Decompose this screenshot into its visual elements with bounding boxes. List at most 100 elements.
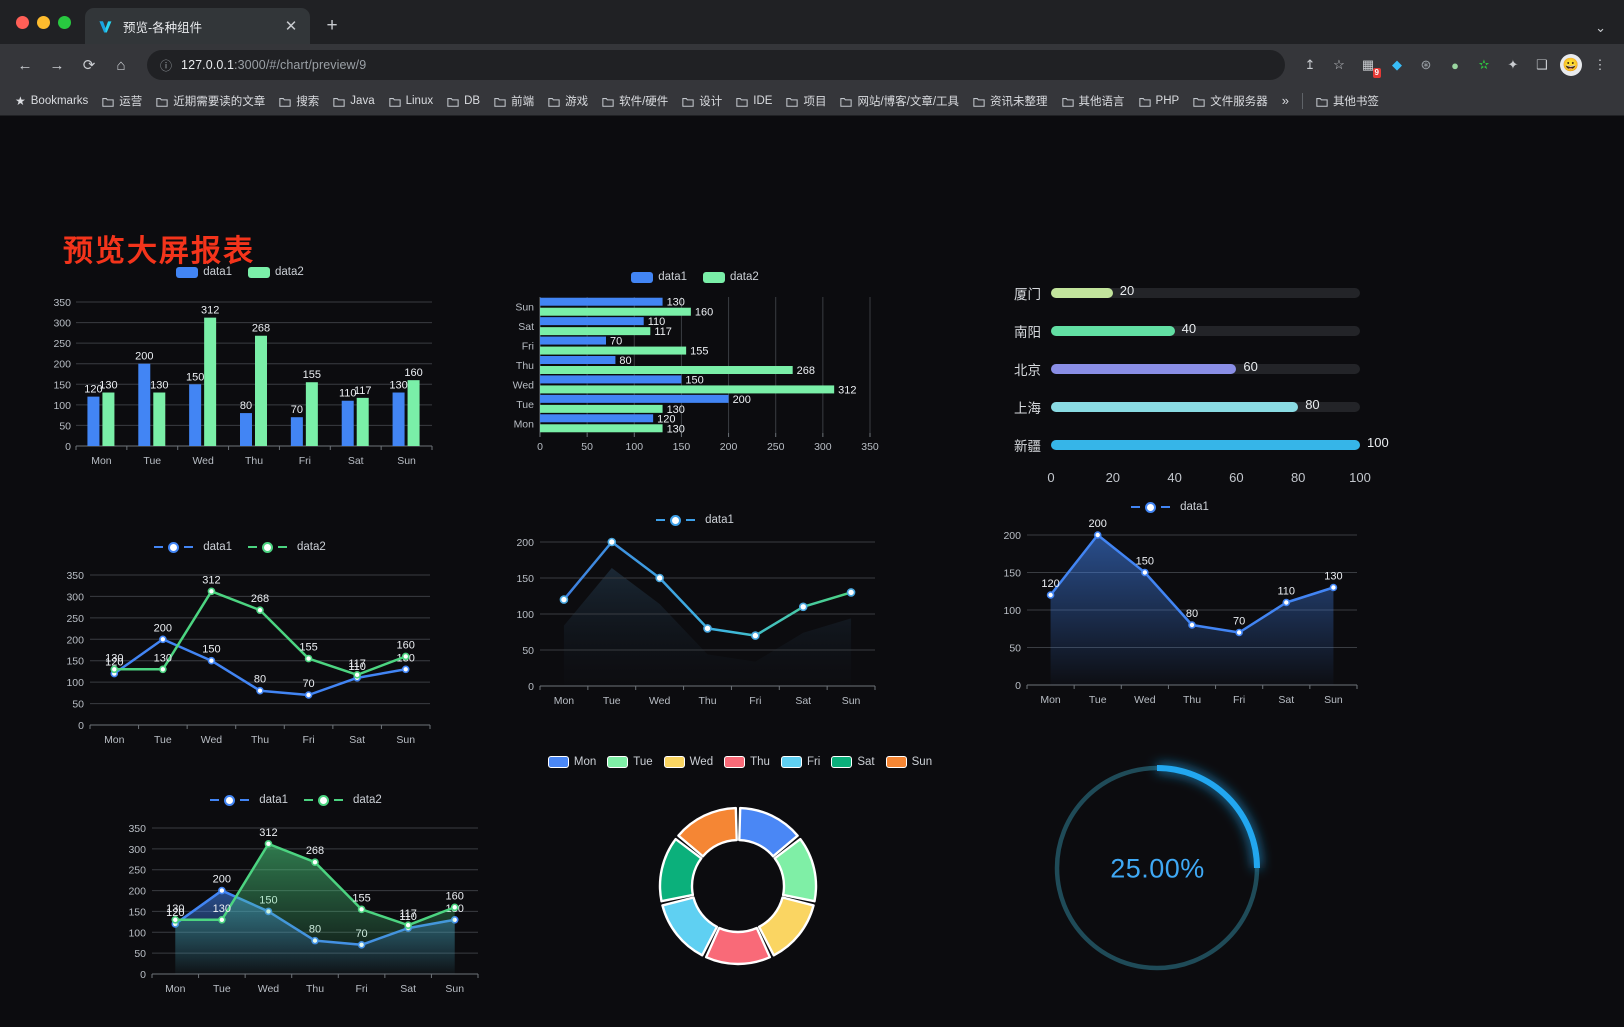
legend-item-tue[interactable]: Tue	[607, 756, 653, 768]
bookmark-folder[interactable]: 搜索	[273, 90, 325, 112]
window-maximize-button[interactable]	[58, 15, 71, 29]
circle-icon[interactable]: ●	[1451, 57, 1459, 73]
puzzle-icon[interactable]: ✦	[1507, 57, 1519, 72]
svg-text:Wed: Wed	[192, 455, 214, 467]
progress-track[interactable]: 100	[1051, 435, 1389, 450]
svg-text:70: 70	[1233, 616, 1245, 628]
home-button[interactable]: ⌂	[116, 56, 126, 74]
progress-fill	[1051, 364, 1237, 374]
bookmark-folder[interactable]: 其他语言	[1056, 90, 1131, 112]
svg-text:117: 117	[399, 908, 417, 920]
svg-text:Wed: Wed	[513, 379, 535, 391]
share-icon[interactable]: ↥	[1304, 57, 1316, 72]
progress-value: 20	[1119, 283, 1135, 298]
tab-title: 预览-各种组件	[123, 20, 203, 35]
donut-plot	[658, 806, 818, 966]
legend-item-data1[interactable]: data1	[1131, 501, 1209, 513]
legend-item-data2[interactable]: data2	[304, 794, 382, 806]
progress-row-list: 厦门 20 南阳 40 北京 60 上海 80 新疆 100	[995, 274, 1389, 464]
svg-text:350: 350	[66, 570, 84, 582]
progress-track[interactable]: 80	[1051, 397, 1360, 412]
new-tab-button[interactable]: +	[326, 15, 338, 36]
bookmarks-overflow-button[interactable]: »	[1281, 93, 1289, 108]
bookmark-folder[interactable]: 文件服务器	[1187, 90, 1274, 112]
bookmark-folder[interactable]: Java	[327, 92, 380, 110]
svg-text:150: 150	[1003, 568, 1021, 580]
legend-item-wed[interactable]: Wed	[663, 756, 713, 768]
svg-text:250: 250	[53, 338, 71, 350]
legend-item-data2[interactable]: data2	[703, 271, 759, 283]
bookmark-folder[interactable]: 网站/博客/文章/工具	[834, 90, 965, 112]
sidepanel-icon[interactable]: ❑	[1536, 57, 1548, 72]
bookmark-folder[interactable]: Linux	[383, 92, 440, 110]
extension-grid-icon[interactable]: ▦ 9	[1354, 51, 1382, 79]
svg-text:200: 200	[53, 359, 71, 371]
legend-item-mon[interactable]: Mon	[547, 756, 597, 768]
svg-text:130: 130	[150, 380, 168, 392]
site-info-icon[interactable]: ⓘ	[160, 58, 173, 73]
progress-row: 上海 80	[995, 388, 1360, 426]
legend-dot-data2	[318, 794, 329, 806]
folder-icon	[973, 95, 985, 107]
svg-text:250: 250	[128, 865, 146, 877]
star-outline-icon[interactable]: ✫	[1478, 57, 1490, 72]
legend-item-data2[interactable]: data2	[248, 266, 304, 278]
menu-kebab-icon[interactable]: ⋮	[1593, 57, 1607, 72]
legend-item-data1[interactable]: data1	[210, 794, 288, 806]
legend-item-data1[interactable]: data1	[631, 271, 687, 283]
legend-line-data1	[656, 519, 666, 521]
legend-label-data1: data1	[203, 541, 232, 553]
svg-text:50: 50	[134, 948, 146, 960]
tab-close-icon[interactable]: ✕	[284, 18, 298, 35]
legend-label: Fri	[806, 756, 821, 768]
address-bar[interactable]: ⓘ 127.0.0.1:3000/#/chart/preview/9	[147, 50, 1285, 80]
bookmark-folder[interactable]: 游戏	[542, 90, 594, 112]
svg-text:150: 150	[1136, 556, 1154, 568]
chevron-down-icon[interactable]: ⌄	[1595, 20, 1606, 35]
bookmark-folder[interactable]: 设计	[676, 90, 728, 112]
legend-item-sun[interactable]: Sun	[885, 756, 932, 768]
bookmark-folder[interactable]: 近期需要读的文章	[150, 90, 271, 112]
forward-button[interactable]: →	[49, 56, 65, 74]
svg-text:155: 155	[690, 346, 708, 358]
bookmark-folder[interactable]: 软件/硬件	[596, 90, 674, 112]
svg-text:Sun: Sun	[515, 302, 534, 314]
legend-swatch	[831, 756, 853, 768]
bookmark-root[interactable]: ★ Bookmarks	[9, 91, 94, 111]
bookmark-folder[interactable]: DB	[441, 92, 486, 110]
bookmark-star-icon[interactable]: ☆	[1333, 57, 1345, 72]
legend-item-data2[interactable]: data2	[248, 541, 326, 553]
legend-item-data1[interactable]: data1	[656, 514, 734, 526]
bookmark-folder[interactable]: 资讯未整理	[967, 90, 1054, 112]
legend-item-thu[interactable]: Thu	[724, 756, 770, 768]
svg-text:250: 250	[767, 441, 785, 453]
legend-label-data1: data1	[705, 514, 734, 526]
diamond-icon[interactable]: ◆	[1392, 57, 1402, 72]
legend-label-data2: data2	[730, 271, 759, 283]
bookmark-other[interactable]: 其他书签	[1310, 90, 1385, 112]
progress-track[interactable]: 40	[1051, 321, 1360, 336]
svg-text:Thu: Thu	[306, 983, 324, 995]
window-minimize-button[interactable]	[37, 15, 50, 29]
svg-text:110: 110	[399, 911, 417, 923]
bookmark-folder[interactable]: IDE	[730, 92, 778, 110]
profile-avatar[interactable]: 😀	[1557, 51, 1585, 79]
globe-icon[interactable]: ⊛	[1420, 57, 1432, 72]
progress-track[interactable]: 20	[1051, 283, 1360, 298]
back-button[interactable]: ←	[17, 56, 33, 74]
legend-label: Mon	[573, 756, 597, 768]
reload-button[interactable]: ⟳	[82, 57, 96, 74]
browser-tab-active[interactable]: 预览-各种组件 ✕	[85, 8, 310, 44]
window-close-button[interactable]	[16, 15, 29, 29]
svg-text:312: 312	[259, 827, 277, 839]
bookmark-folder[interactable]: 前端	[488, 90, 540, 112]
bookmark-folder[interactable]: 项目	[780, 90, 832, 112]
legend-item-data1[interactable]: data1	[176, 266, 232, 278]
legend-item-data1[interactable]: data1	[154, 541, 232, 553]
bookmark-folder[interactable]: 运营	[96, 90, 148, 112]
bookmark-folder[interactable]: PHP	[1133, 92, 1186, 110]
legend-item-sat[interactable]: Sat	[831, 756, 875, 768]
progress-track[interactable]: 60	[1051, 359, 1360, 374]
legend-item-fri[interactable]: Fri	[780, 756, 821, 768]
